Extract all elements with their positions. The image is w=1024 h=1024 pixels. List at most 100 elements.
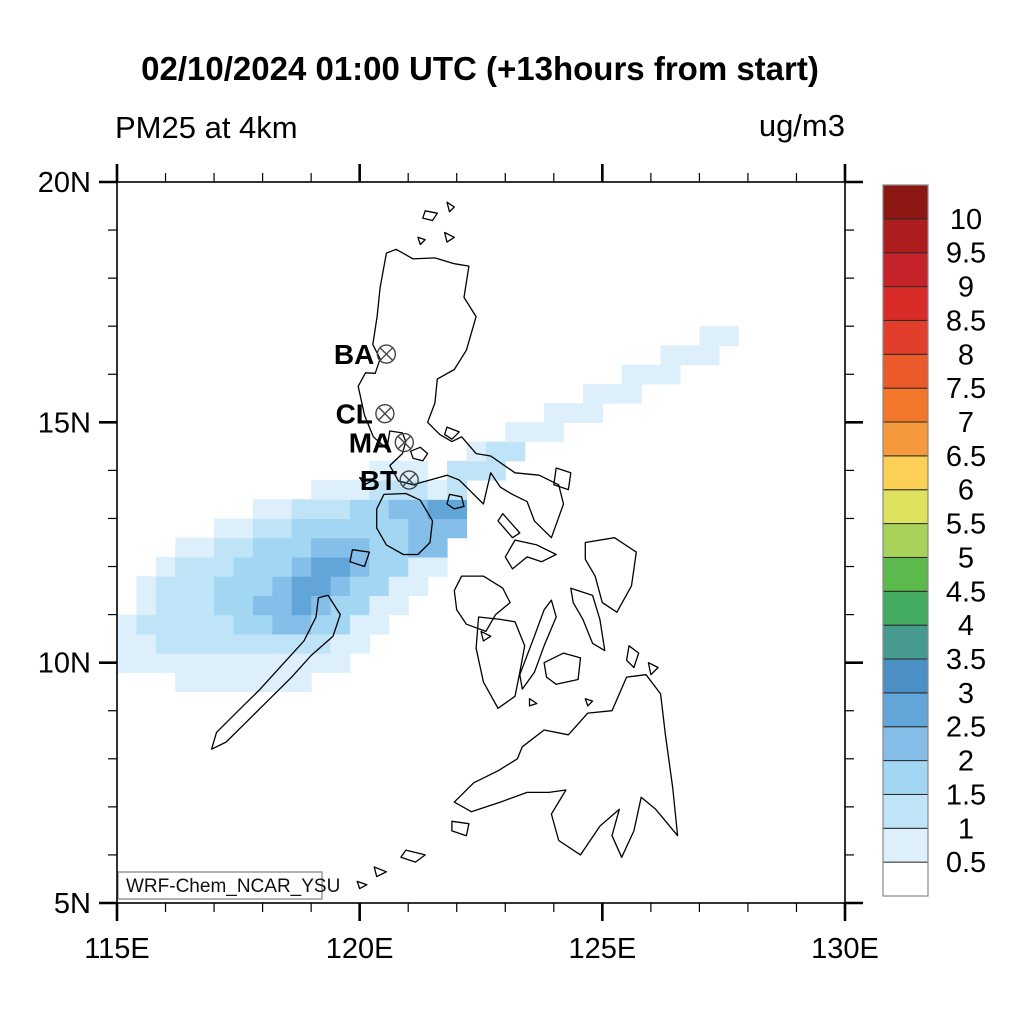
plume-cell (311, 518, 332, 539)
plume-cell (155, 633, 176, 654)
station-circle-icon (375, 403, 395, 424)
coastline-siargao (647, 662, 659, 676)
colorbar-label: 6 (958, 475, 974, 507)
coastline-mindanao (453, 674, 679, 858)
plume-cell (349, 537, 370, 558)
plume-cell (349, 595, 370, 616)
plume-cell (291, 653, 312, 673)
plot-title: 02/10/2024 01:00 UTC (+13hours from star… (141, 50, 819, 87)
plume-cell (427, 556, 448, 577)
plume-cell (427, 480, 448, 500)
plume-cell (447, 518, 468, 539)
coastline-masbate (504, 539, 557, 570)
plume-cell (272, 614, 293, 635)
plume-cell (233, 537, 254, 558)
plume-cell (447, 460, 468, 481)
plume-cell (388, 576, 409, 596)
plume-cell (175, 633, 196, 654)
plume-cell (466, 441, 487, 462)
colorbar-cell (882, 286, 929, 321)
plume-cell (311, 537, 332, 558)
colorbar-label: 8.5 (946, 305, 986, 337)
coastline-dinagat (625, 645, 640, 669)
plume-cell (175, 537, 196, 558)
plume-cell (660, 345, 681, 366)
coastline-babuyan_4 (417, 236, 426, 246)
plume-cell (291, 614, 312, 635)
station-label-BA: BA (334, 339, 374, 370)
plume-cell (291, 518, 312, 539)
coastline-bohol (543, 652, 582, 685)
x-tick-label: 120E (326, 933, 394, 965)
plume-cell (155, 595, 176, 616)
colorbar-cell (882, 184, 929, 220)
plume-cell (408, 537, 429, 558)
coastline-polillo (443, 426, 460, 440)
plume-cell (252, 556, 273, 577)
x-tick-label: 115E (84, 933, 150, 965)
coastline-siquijor (528, 698, 538, 707)
plume-cell (388, 595, 409, 616)
plume-cell (291, 595, 312, 616)
plume-cell (272, 653, 293, 673)
plume-cell (447, 480, 468, 500)
plume-cell (349, 518, 370, 539)
y-tick-label: 20N (38, 167, 91, 199)
plume-cell (291, 537, 312, 558)
colorbar-label: 9.5 (946, 238, 986, 270)
plume-cell (349, 614, 370, 635)
plume-cell (311, 576, 332, 596)
plume-cell (252, 614, 273, 635)
station-cross-icon (397, 435, 412, 450)
plume-cell (117, 614, 138, 635)
plume-cell (194, 614, 215, 635)
colorbar-cell (882, 793, 929, 829)
coastline-samar (584, 537, 637, 613)
plume-cell (330, 480, 351, 500)
plume-cell (252, 595, 273, 616)
plume-cell (214, 576, 235, 596)
plume-cell (311, 595, 332, 616)
plume-cell (175, 595, 196, 616)
plume-cell (447, 499, 468, 520)
colorbar-label: 0.5 (946, 847, 986, 879)
colorbar-label: 2 (958, 746, 974, 778)
plume-cell (349, 576, 370, 596)
plume-cell (136, 595, 157, 616)
colorbar-label: 8 (958, 339, 974, 371)
plume-cell (485, 460, 506, 481)
plume-cell (427, 499, 448, 520)
colorbar-cell (882, 760, 929, 795)
plume-cell (136, 633, 157, 654)
colorbar-label: 1.5 (946, 779, 986, 811)
plume-cell (505, 422, 526, 443)
plume-cell (175, 672, 196, 693)
station-cross-icon (378, 406, 392, 421)
plume-cell (330, 614, 351, 635)
station-label-CL: CL (336, 399, 373, 430)
colorbar-label: 4 (958, 610, 974, 642)
x-tick-label: 125E (568, 933, 636, 965)
plume-cell (214, 556, 235, 577)
plume-cell (194, 556, 215, 577)
plume-cell (524, 422, 545, 443)
plume-cell (330, 518, 351, 539)
plume-cell (330, 576, 351, 596)
variable-label: PM25 at 4km (115, 110, 298, 145)
plume-cell (291, 576, 312, 596)
plume-cell (388, 556, 409, 577)
plume-cell (233, 633, 254, 654)
plume-cell (252, 537, 273, 558)
colorbar-label: 7.5 (946, 373, 986, 405)
x-tick-label: 130E (811, 933, 879, 965)
model-label-text: WRF-Chem_NCAR_YSU (126, 876, 340, 897)
colorbar-outline (882, 184, 929, 897)
colorbar-cell (882, 387, 929, 423)
colorbar-cell (882, 421, 929, 457)
plume-cell (679, 345, 700, 366)
plume-cell (155, 576, 176, 596)
plume-cell (369, 537, 390, 558)
colorbar-label: 6.5 (946, 441, 986, 473)
